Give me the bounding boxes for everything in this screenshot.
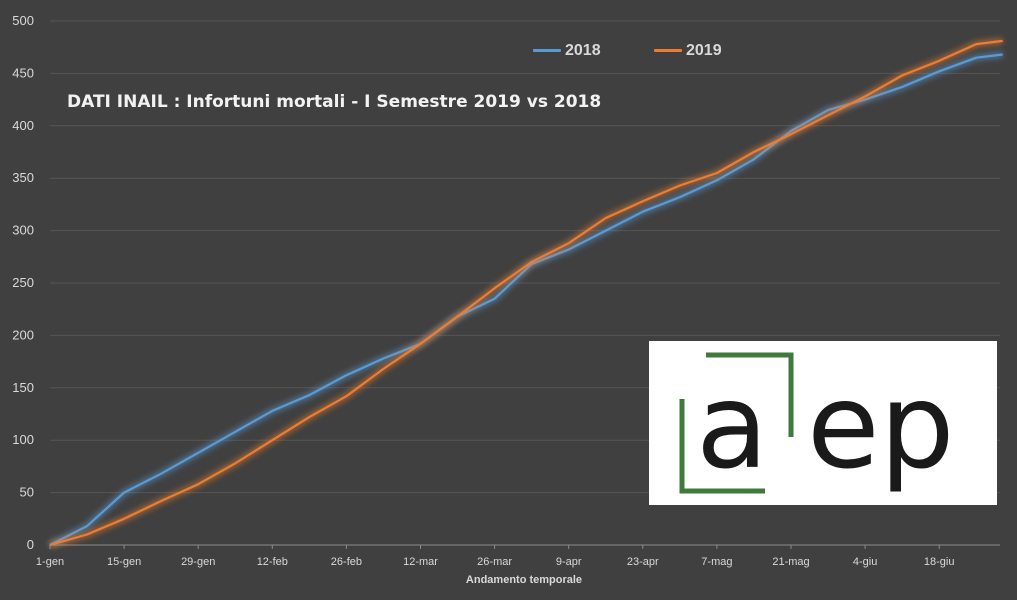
x-tick-label: 1-gen	[36, 556, 64, 568]
legend-label-2018: 2018	[565, 42, 601, 59]
x-tick-label: 12-feb	[257, 556, 288, 568]
legend-2018: 2018	[533, 42, 601, 60]
x-tick-label: 21-mag	[772, 556, 809, 568]
legend-swatch-2019	[654, 49, 682, 53]
x-tick-label: 26-mar	[477, 556, 512, 568]
series-line-2019	[49, 39, 1003, 547]
logo-frame-bottom	[679, 399, 765, 494]
legend-2019: 2019	[654, 42, 722, 60]
y-tick-label: 300	[12, 223, 34, 238]
series-lines	[48, 37, 1004, 548]
x-tick-label: 29-gen	[181, 556, 215, 568]
x-tick-labels: 1-gen 15-gen 29-gen 12-feb 26-feb 12-mar 26-ma…	[36, 545, 955, 568]
x-tick-label: 4-giu	[853, 556, 877, 568]
legend-swatch-2018	[533, 49, 561, 53]
aep-logo: a ep	[649, 341, 997, 505]
logo-letters-ep: ep	[807, 357, 955, 495]
chart-title: DATI INAIL : Infortuni mortali - I Semes…	[67, 92, 602, 112]
x-tick-label: 7-mag	[701, 556, 732, 568]
y-tick-label: 200	[12, 327, 34, 342]
x-tick-label: 12-mar	[403, 556, 438, 568]
x-tick-label: 26-feb	[331, 556, 362, 568]
x-tick-label: 9-apr	[556, 556, 582, 568]
x-tick-label: 15-gen	[107, 556, 141, 568]
x-tick-label: 23-apr	[627, 556, 659, 568]
y-tick-label: 250	[12, 275, 34, 290]
y-tick-label: 100	[12, 432, 34, 447]
logo-letter-a: a	[696, 357, 768, 495]
y-tick-label: 500	[12, 13, 34, 28]
y-tick-label: 400	[12, 118, 34, 133]
x-axis-label: Andamento temporale	[466, 574, 582, 586]
y-tick-label: 50	[20, 485, 34, 500]
logo-frame-top	[706, 352, 794, 437]
y-tick-label: 350	[12, 170, 34, 185]
y-tick-label: 150	[12, 380, 34, 395]
legend-label-2019: 2019	[686, 42, 722, 59]
y-tick-labels: 0 50 100 150 200 250 300 350 400 450 500	[12, 13, 34, 552]
gridlines	[50, 20, 1000, 546]
y-tick-label: 450	[12, 65, 34, 80]
x-tick-label: 18-giu	[924, 556, 955, 568]
y-tick-label: 0	[27, 537, 34, 552]
